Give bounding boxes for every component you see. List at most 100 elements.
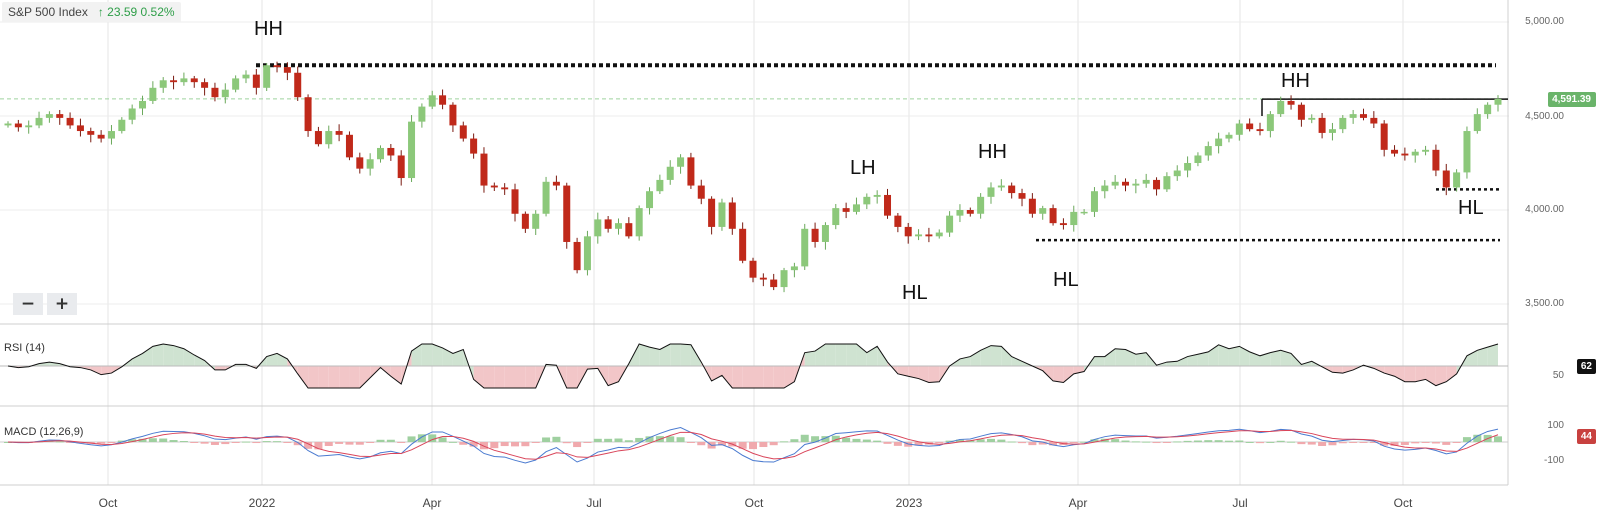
annotation-lh: LH: [850, 157, 876, 179]
rsi-fill-segment: [101, 366, 112, 375]
rsi-fill-segment: [1218, 344, 1229, 366]
macd-histogram-bar: [179, 441, 188, 443]
rsi-fill-segment: [742, 366, 753, 388]
candle-body: [1256, 129, 1264, 132]
candle-body: [521, 213, 529, 229]
reference-lines: [0, 63, 1508, 242]
price-candles: [4, 61, 1502, 293]
macd-histogram-bar: [1038, 442, 1047, 445]
candle-body: [1339, 117, 1347, 130]
macd-histogram-bar: [717, 442, 726, 446]
macd-histogram-bar: [1235, 440, 1244, 442]
candle-body: [335, 131, 343, 135]
candle-body: [583, 236, 591, 271]
candle-body: [418, 106, 426, 122]
macd-histogram-bar: [293, 442, 302, 446]
rsi-fill-segment: [856, 344, 867, 366]
candle-body: [1328, 129, 1336, 133]
rsi-fill-segment: [1053, 366, 1064, 383]
rsi-fill-segment: [1487, 344, 1498, 366]
macd-histogram-bar: [1328, 442, 1337, 446]
macd-histogram-bar: [407, 436, 416, 442]
macd-histogram-bar: [252, 442, 261, 444]
candle-body: [314, 131, 322, 145]
rsi-fill-segment: [1373, 366, 1385, 374]
rsi-line: [7, 343, 1499, 389]
macd-histogram-bar: [1193, 440, 1202, 442]
candle-body: [1453, 172, 1461, 188]
y-tick-label: 3,500.00: [1525, 298, 1564, 309]
candle-body: [728, 202, 736, 229]
rsi-value-tag: 62: [1576, 359, 1596, 374]
rsi-fill-segment: [515, 366, 526, 388]
candle-body: [325, 131, 333, 145]
macd-histogram-bar: [738, 442, 747, 449]
candle-body: [1318, 117, 1326, 133]
macd-histogram-bar: [386, 439, 395, 442]
candle-body: [45, 114, 53, 118]
macd-histogram-bar: [448, 441, 457, 443]
zoom-out-button[interactable]: −: [13, 293, 43, 315]
candle-body: [366, 159, 374, 169]
candle-body: [1132, 183, 1140, 186]
macd-histogram-bar: [873, 440, 882, 442]
macd-histogram-bar: [1090, 439, 1099, 442]
candle-body: [377, 147, 384, 160]
macd-histogram-bar: [417, 434, 426, 442]
candle-body: [1442, 170, 1450, 188]
candle-body: [242, 74, 250, 79]
macd-histogram-bar: [749, 442, 757, 450]
rsi-fill-segment: [680, 344, 691, 366]
candle-body: [770, 279, 778, 288]
candle-body: [397, 155, 405, 179]
rsi-fill-segment: [1125, 349, 1136, 366]
candle-body: [1297, 104, 1305, 120]
macd-label[interactable]: MACD (12,26,9): [2, 425, 86, 439]
macd-histogram-bar: [159, 438, 168, 442]
candle-body: [1204, 146, 1212, 156]
rsi-label[interactable]: RSI (14): [2, 341, 47, 355]
rsi-fill-segment: [773, 366, 785, 388]
macd-histogram-bar: [852, 438, 861, 442]
macd-histogram-bar: [1390, 442, 1399, 446]
rsi-fill-segment: [1466, 350, 1478, 366]
macd-histogram-bar: [1080, 441, 1089, 443]
candle-body: [873, 194, 881, 197]
rsi-panel: [0, 343, 1508, 389]
y-tick-label: 5,000.00: [1525, 16, 1564, 27]
rsi-fill-segment: [318, 366, 329, 388]
macd-histogram-bar: [1131, 441, 1140, 443]
rsi-fill-segment: [1022, 361, 1033, 366]
macd-histogram-bar: [479, 442, 488, 450]
rsi-fill-segment: [1011, 356, 1023, 366]
macd-histogram-bar: [1442, 442, 1451, 445]
macd-histogram-bar: [1183, 440, 1192, 442]
candle-body: [884, 194, 892, 216]
macd-histogram-bar: [780, 441, 789, 443]
rsi-fill-segment: [670, 344, 681, 366]
candle-body: [428, 95, 436, 107]
candle-body: [677, 157, 685, 167]
rsi-fill-segment: [1042, 366, 1054, 381]
instrument-header[interactable]: S&P 500 Index ↑ 23.59 0.52%: [2, 2, 181, 22]
rsi-fill-segment: [214, 366, 226, 370]
candle-body: [946, 215, 954, 233]
candle-body: [801, 228, 809, 267]
macd-histogram-bar: [314, 442, 323, 450]
rsi-fill-segment: [183, 348, 195, 366]
macd-histogram-bar: [107, 442, 116, 443]
macd-histogram-bar: [769, 442, 778, 446]
macd-histogram-bar: [562, 442, 571, 444]
macd-level-label: -100: [1543, 455, 1564, 466]
x-tick-label: Jul: [1232, 496, 1248, 510]
candle-body: [304, 97, 312, 132]
macd-histogram-bar: [1411, 442, 1420, 444]
macd-histogram-bar: [1359, 442, 1368, 443]
candle-body: [273, 65, 281, 68]
macd-histogram-bar: [573, 442, 582, 448]
candle-body: [470, 138, 478, 154]
macd-histogram-bar: [986, 438, 995, 442]
candle-body: [408, 121, 416, 179]
zoom-in-button[interactable]: +: [47, 293, 77, 315]
candle-body: [56, 114, 64, 118]
